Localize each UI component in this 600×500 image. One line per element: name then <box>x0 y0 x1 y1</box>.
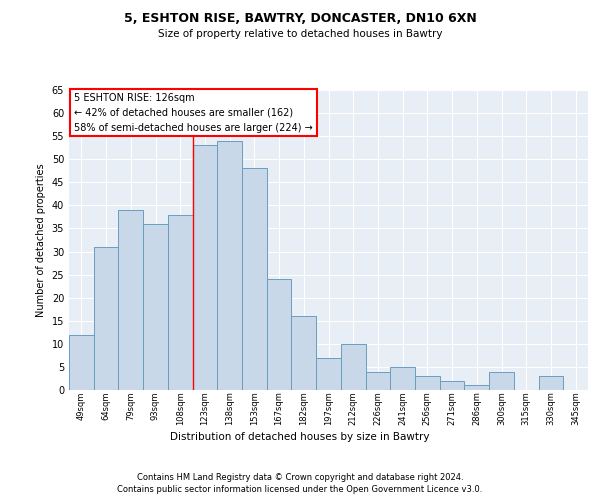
Bar <box>242 168 267 390</box>
Bar <box>365 372 390 390</box>
Text: Distribution of detached houses by size in Bawtry: Distribution of detached houses by size … <box>170 432 430 442</box>
Y-axis label: Number of detached properties: Number of detached properties <box>36 163 46 317</box>
Text: 5 ESHTON RISE: 126sqm
← 42% of detached houses are smaller (162)
58% of semi-det: 5 ESHTON RISE: 126sqm ← 42% of detached … <box>74 93 313 132</box>
Bar <box>168 214 193 390</box>
Bar <box>94 247 118 390</box>
Bar <box>69 334 94 390</box>
Bar <box>292 316 316 390</box>
Bar <box>316 358 341 390</box>
Text: 5, ESHTON RISE, BAWTRY, DONCASTER, DN10 6XN: 5, ESHTON RISE, BAWTRY, DONCASTER, DN10 … <box>124 12 476 26</box>
Bar <box>118 210 143 390</box>
Text: Size of property relative to detached houses in Bawtry: Size of property relative to detached ho… <box>158 29 442 39</box>
Bar <box>341 344 365 390</box>
Text: Contains public sector information licensed under the Open Government Licence v3: Contains public sector information licen… <box>118 485 482 494</box>
Bar <box>489 372 514 390</box>
Bar <box>464 386 489 390</box>
Bar <box>267 279 292 390</box>
Bar <box>390 367 415 390</box>
Bar <box>217 141 242 390</box>
Bar <box>440 381 464 390</box>
Bar <box>193 146 217 390</box>
Bar <box>143 224 168 390</box>
Text: Contains HM Land Registry data © Crown copyright and database right 2024.: Contains HM Land Registry data © Crown c… <box>137 472 463 482</box>
Bar <box>539 376 563 390</box>
Bar <box>415 376 440 390</box>
